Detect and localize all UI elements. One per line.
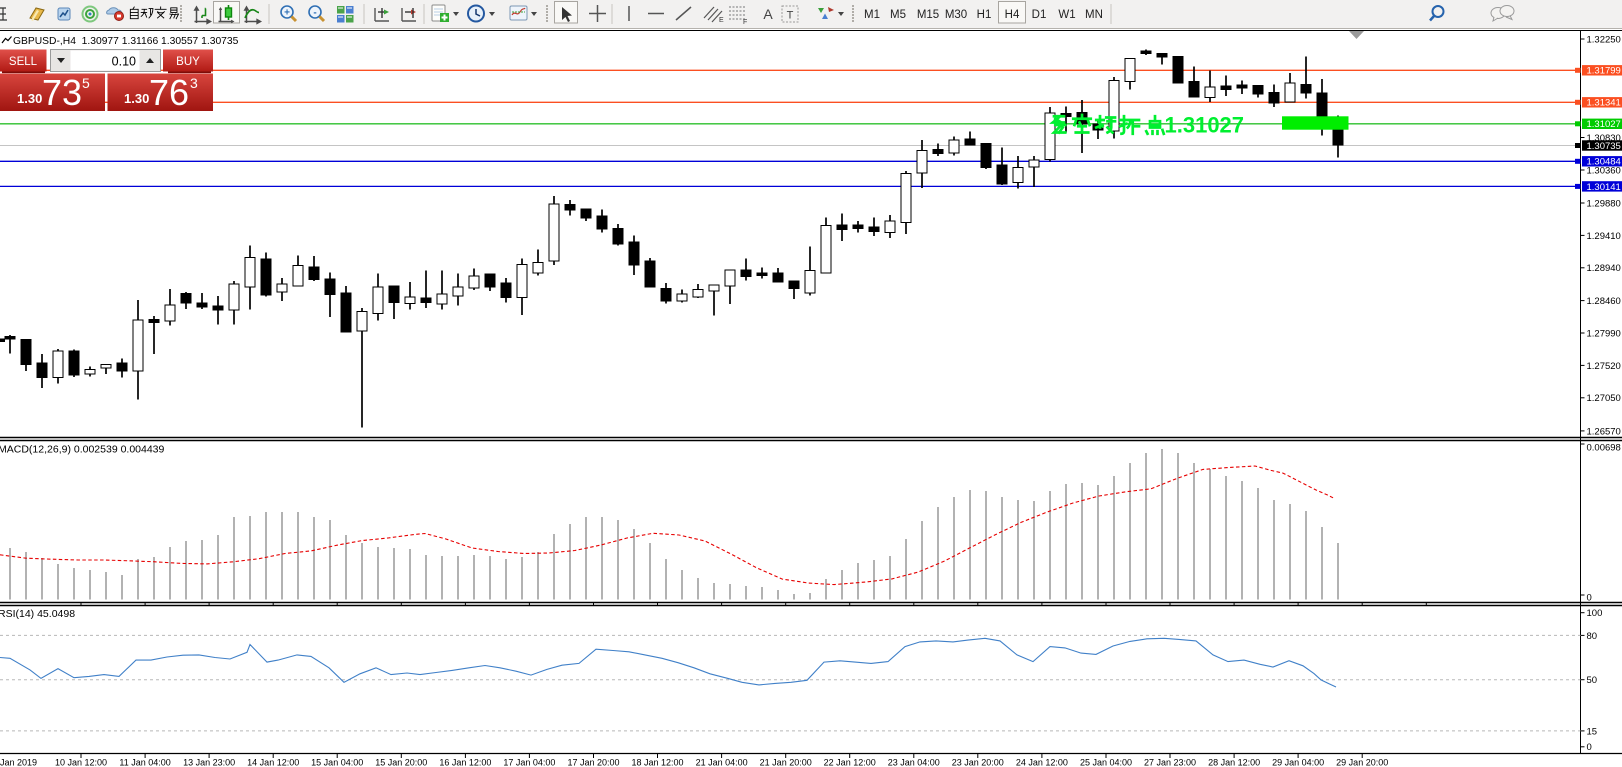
svg-text:15 Jan 04:00: 15 Jan 04:00 bbox=[311, 758, 363, 767]
svg-text:1.32250: 1.32250 bbox=[1587, 34, 1621, 45]
svg-text:D1: D1 bbox=[1032, 9, 1047, 21]
svg-text:1.28940: 1.28940 bbox=[1587, 263, 1621, 274]
svg-text:73: 73 bbox=[42, 72, 82, 113]
svg-text:H1: H1 bbox=[977, 9, 992, 21]
svg-text:10 Jan 12:00: 10 Jan 12:00 bbox=[55, 758, 107, 767]
svg-text:14 Jan 12:00: 14 Jan 12:00 bbox=[247, 758, 299, 767]
svg-text:17 Jan 20:00: 17 Jan 20:00 bbox=[567, 758, 619, 767]
svg-text:1.27050: 1.27050 bbox=[1587, 393, 1621, 404]
svg-text:15 Jan 20:00: 15 Jan 20:00 bbox=[375, 758, 427, 767]
svg-text:1.30484: 1.30484 bbox=[1587, 157, 1621, 168]
svg-text:M30: M30 bbox=[945, 9, 967, 21]
svg-text:29 Jan 20:00: 29 Jan 20:00 bbox=[1336, 758, 1388, 767]
svg-text:F: F bbox=[743, 19, 747, 26]
svg-text:1.30360: 1.30360 bbox=[1587, 165, 1621, 176]
svg-text:15: 15 bbox=[1587, 726, 1598, 737]
svg-text:1.29410: 1.29410 bbox=[1587, 231, 1621, 242]
svg-text:M1: M1 bbox=[864, 9, 880, 21]
svg-text:SELL: SELL bbox=[9, 56, 38, 68]
svg-text:1.29880: 1.29880 bbox=[1587, 198, 1621, 209]
svg-text:0.10: 0.10 bbox=[112, 55, 136, 69]
svg-text:23 Jan 04:00: 23 Jan 04:00 bbox=[888, 758, 940, 767]
svg-text:13 Jan 23:00: 13 Jan 23:00 bbox=[183, 758, 235, 767]
svg-text:T: T bbox=[787, 10, 794, 22]
svg-text:17 Jan 04:00: 17 Jan 04:00 bbox=[503, 758, 555, 767]
svg-text:-: - bbox=[313, 8, 316, 19]
svg-text:1.27990: 1.27990 bbox=[1587, 328, 1621, 339]
svg-text:Jan 2019: Jan 2019 bbox=[0, 758, 37, 767]
svg-text:H4: H4 bbox=[1005, 9, 1020, 21]
svg-text:28 Jan 12:00: 28 Jan 12:00 bbox=[1208, 758, 1260, 767]
svg-text:5: 5 bbox=[82, 75, 90, 91]
svg-text:MACD(12,26,9) 0.002539 0.00443: MACD(12,26,9) 0.002539 0.004439 bbox=[0, 444, 165, 456]
svg-text:23 Jan 20:00: 23 Jan 20:00 bbox=[952, 758, 1004, 767]
svg-text:1.28460: 1.28460 bbox=[1587, 296, 1621, 307]
svg-text:1.31027: 1.31027 bbox=[1165, 113, 1245, 138]
svg-text:1.27520: 1.27520 bbox=[1587, 361, 1621, 372]
svg-text:GBPUSD-,H4 1.30977 1.31166 1.: GBPUSD-,H4 1.30977 1.31166 1.30557 1.307… bbox=[13, 36, 239, 47]
svg-text:1.30: 1.30 bbox=[17, 91, 42, 106]
svg-text:BUY: BUY bbox=[176, 56, 200, 68]
svg-text:1.30830: 1.30830 bbox=[1587, 133, 1621, 144]
svg-text:1.31799: 1.31799 bbox=[1587, 66, 1621, 77]
svg-text:100: 100 bbox=[1587, 608, 1603, 619]
svg-text:3: 3 bbox=[190, 75, 198, 91]
svg-text:M5: M5 bbox=[890, 9, 906, 21]
svg-text:25 Jan 04:00: 25 Jan 04:00 bbox=[1080, 758, 1132, 767]
svg-text:1.30735: 1.30735 bbox=[1587, 141, 1621, 152]
svg-text:18 Jan 12:00: 18 Jan 12:00 bbox=[631, 758, 683, 767]
svg-text:50: 50 bbox=[1587, 675, 1598, 686]
svg-text:0.00698: 0.00698 bbox=[1587, 442, 1621, 453]
svg-text:16 Jan 12:00: 16 Jan 12:00 bbox=[439, 758, 491, 767]
svg-text:1.26570: 1.26570 bbox=[1587, 426, 1621, 437]
svg-text:76: 76 bbox=[149, 72, 189, 113]
svg-text:RSI(14) 45.0498: RSI(14) 45.0498 bbox=[0, 608, 75, 620]
svg-text:11 Jan 04:00: 11 Jan 04:00 bbox=[119, 758, 170, 767]
svg-text:MN: MN bbox=[1085, 9, 1103, 21]
svg-text:M15: M15 bbox=[917, 9, 939, 21]
svg-text:1.30: 1.30 bbox=[124, 91, 149, 106]
svg-text:0: 0 bbox=[1587, 592, 1592, 603]
svg-text:22 Jan 12:00: 22 Jan 12:00 bbox=[824, 758, 876, 767]
svg-text:A: A bbox=[763, 6, 773, 22]
svg-text:29 Jan 04:00: 29 Jan 04:00 bbox=[1272, 758, 1324, 767]
svg-text:E: E bbox=[719, 17, 724, 24]
svg-text:80: 80 bbox=[1587, 631, 1598, 642]
svg-text:+: + bbox=[284, 8, 290, 19]
svg-text:24 Jan 12:00: 24 Jan 12:00 bbox=[1016, 758, 1068, 767]
svg-text:0: 0 bbox=[1587, 742, 1592, 753]
svg-text:1.31341: 1.31341 bbox=[1587, 98, 1621, 109]
svg-text:21 Jan 04:00: 21 Jan 04:00 bbox=[696, 758, 748, 767]
svg-text:27 Jan 23:00: 27 Jan 23:00 bbox=[1144, 758, 1196, 767]
svg-text:21 Jan 20:00: 21 Jan 20:00 bbox=[760, 758, 812, 767]
svg-text:1.30141: 1.30141 bbox=[1587, 182, 1621, 193]
svg-text:W1: W1 bbox=[1058, 9, 1075, 21]
svg-text:1.31027: 1.31027 bbox=[1587, 119, 1621, 130]
